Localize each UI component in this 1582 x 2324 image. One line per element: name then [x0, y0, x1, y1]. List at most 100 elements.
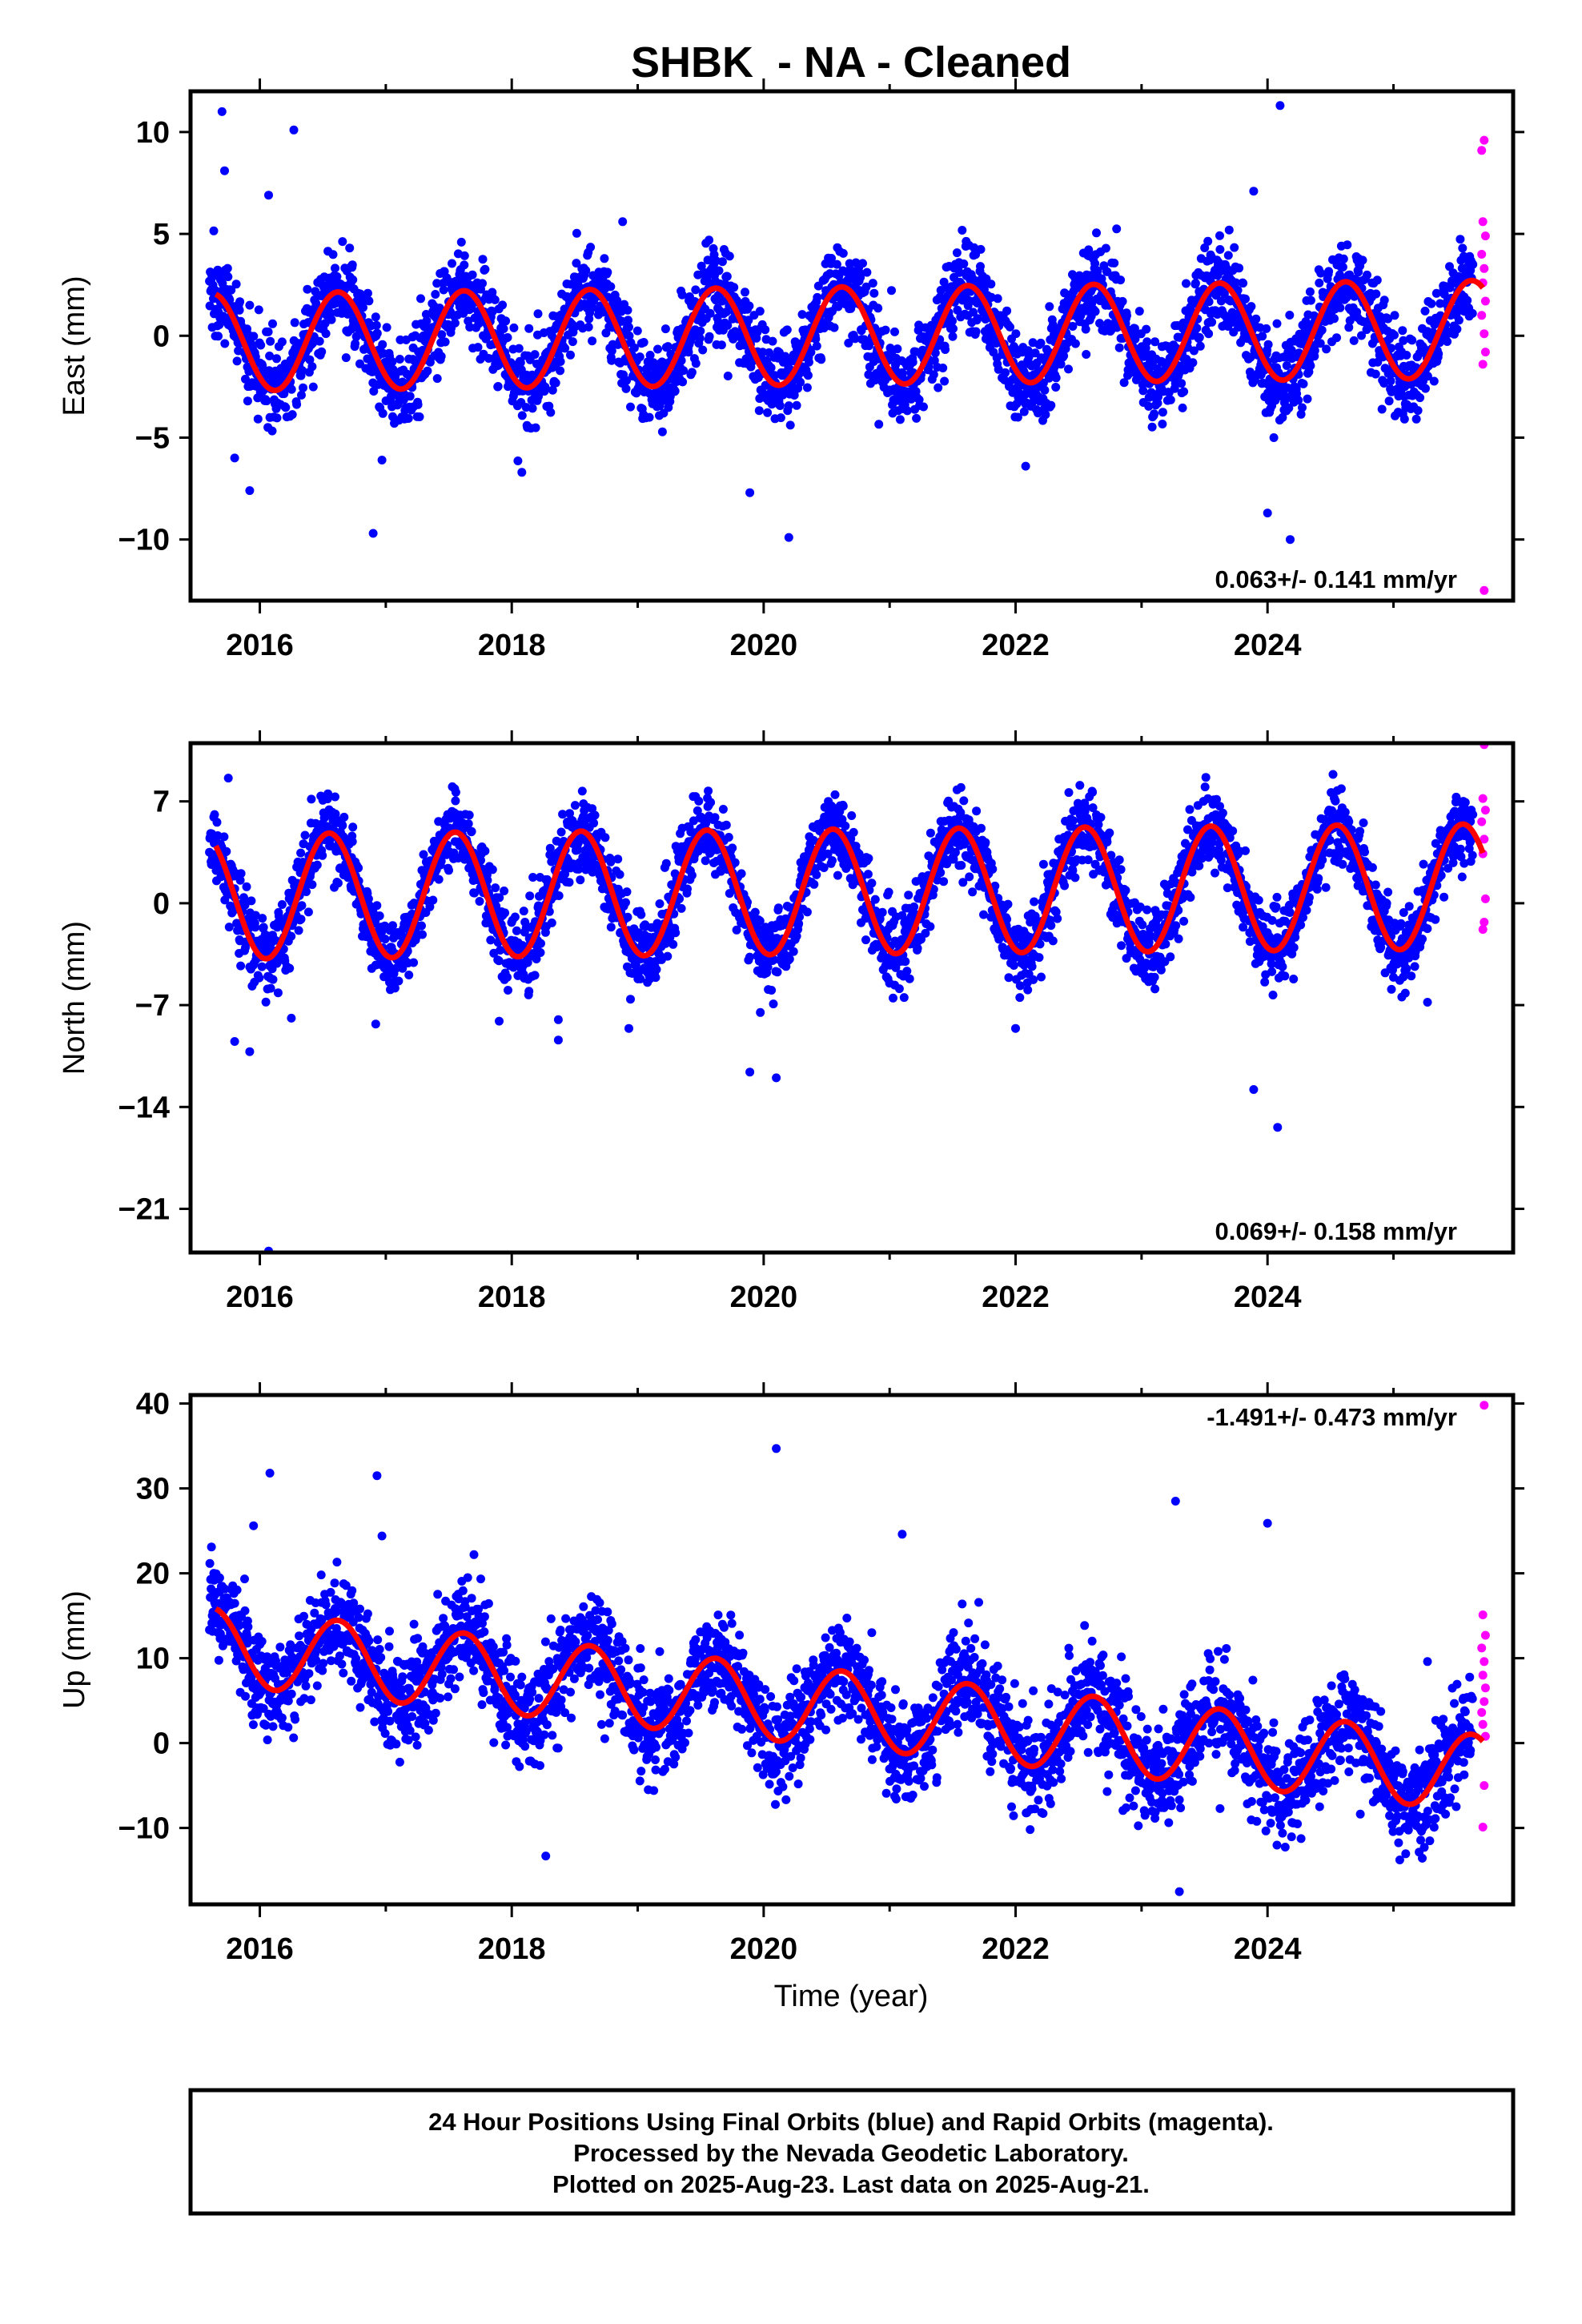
east-point — [703, 255, 713, 265]
north-point — [769, 955, 778, 964]
north-point — [236, 869, 246, 879]
east-point — [895, 415, 905, 424]
east-point — [952, 248, 962, 258]
east-point — [1112, 224, 1122, 234]
east-point — [1059, 351, 1069, 360]
east-point — [382, 323, 391, 332]
north-point — [235, 875, 245, 885]
north-point — [258, 914, 267, 923]
east-point — [1379, 379, 1389, 388]
east-point — [517, 411, 527, 420]
east-point — [1315, 339, 1325, 348]
east-point — [1081, 324, 1090, 334]
north-point — [809, 879, 819, 889]
east-point — [359, 303, 367, 312]
east-point — [723, 320, 733, 330]
north-point — [554, 891, 564, 900]
north-point — [794, 919, 804, 928]
north-point — [687, 870, 697, 880]
east-point — [404, 414, 413, 423]
east-point — [629, 343, 639, 352]
north-point — [390, 983, 400, 993]
north-point — [504, 986, 512, 995]
east-point — [1030, 348, 1040, 358]
east-point — [566, 350, 575, 360]
north-point — [222, 846, 231, 856]
east-point — [1363, 270, 1371, 279]
east-point — [897, 369, 907, 379]
north-point — [730, 858, 740, 867]
east-point — [1118, 296, 1127, 306]
north-point — [710, 813, 720, 822]
east-point — [632, 326, 642, 336]
east-point — [1178, 403, 1187, 412]
east-point — [919, 402, 928, 412]
east-point — [1134, 307, 1144, 316]
east-point — [1263, 340, 1273, 349]
north-point — [347, 837, 357, 846]
east-point — [268, 319, 277, 328]
east-point — [431, 290, 440, 299]
east-point — [1306, 296, 1315, 305]
east-point — [722, 271, 732, 281]
north-point — [512, 926, 521, 935]
east-point — [415, 412, 424, 421]
east-point — [941, 345, 950, 354]
east-point — [241, 374, 250, 384]
north-point — [219, 832, 229, 842]
east-point — [850, 334, 860, 344]
east-point — [1358, 255, 1367, 265]
north-point — [737, 869, 746, 879]
north-point — [655, 899, 665, 908]
north-point — [819, 863, 829, 872]
east-point — [893, 344, 902, 354]
east-point — [607, 356, 616, 365]
east-point — [232, 356, 242, 366]
north-point — [419, 850, 428, 859]
east-point — [588, 336, 597, 346]
east-point — [908, 357, 917, 367]
east-point — [287, 384, 296, 394]
east-point — [813, 292, 822, 302]
north-point — [255, 973, 264, 983]
east-point — [600, 254, 609, 263]
east-point — [501, 316, 511, 326]
east-point — [540, 382, 550, 392]
east-rapid-point — [1477, 250, 1487, 259]
east-point — [1371, 289, 1381, 299]
east-point — [785, 420, 795, 430]
north-point — [224, 923, 234, 932]
east-point — [626, 402, 635, 412]
north-point — [524, 987, 534, 996]
east-point — [299, 383, 307, 392]
east-point — [887, 286, 896, 296]
north-point — [510, 912, 520, 922]
east-point — [305, 355, 315, 364]
east-point — [345, 243, 355, 253]
north-y-tick-label: −14 — [118, 1091, 170, 1124]
east-point — [243, 396, 252, 406]
east-point — [912, 413, 921, 423]
east-point — [1262, 324, 1271, 333]
east-point — [1230, 243, 1239, 252]
north-point — [864, 854, 873, 863]
east-outlier-point — [1286, 535, 1295, 545]
east-point — [621, 384, 631, 393]
north-point — [297, 901, 307, 911]
east-point — [369, 387, 379, 396]
east-point — [1338, 263, 1347, 271]
east-point — [1413, 406, 1423, 416]
east-point — [277, 337, 287, 347]
east-point — [208, 271, 217, 281]
north-point — [600, 833, 610, 842]
north-point — [500, 908, 510, 918]
east-point — [663, 342, 673, 352]
east-point — [869, 288, 879, 298]
east-point — [425, 357, 435, 367]
east-point — [439, 285, 448, 295]
east-point — [940, 376, 950, 386]
east-point — [691, 359, 701, 368]
north-point — [750, 907, 760, 917]
east-point — [705, 332, 714, 341]
